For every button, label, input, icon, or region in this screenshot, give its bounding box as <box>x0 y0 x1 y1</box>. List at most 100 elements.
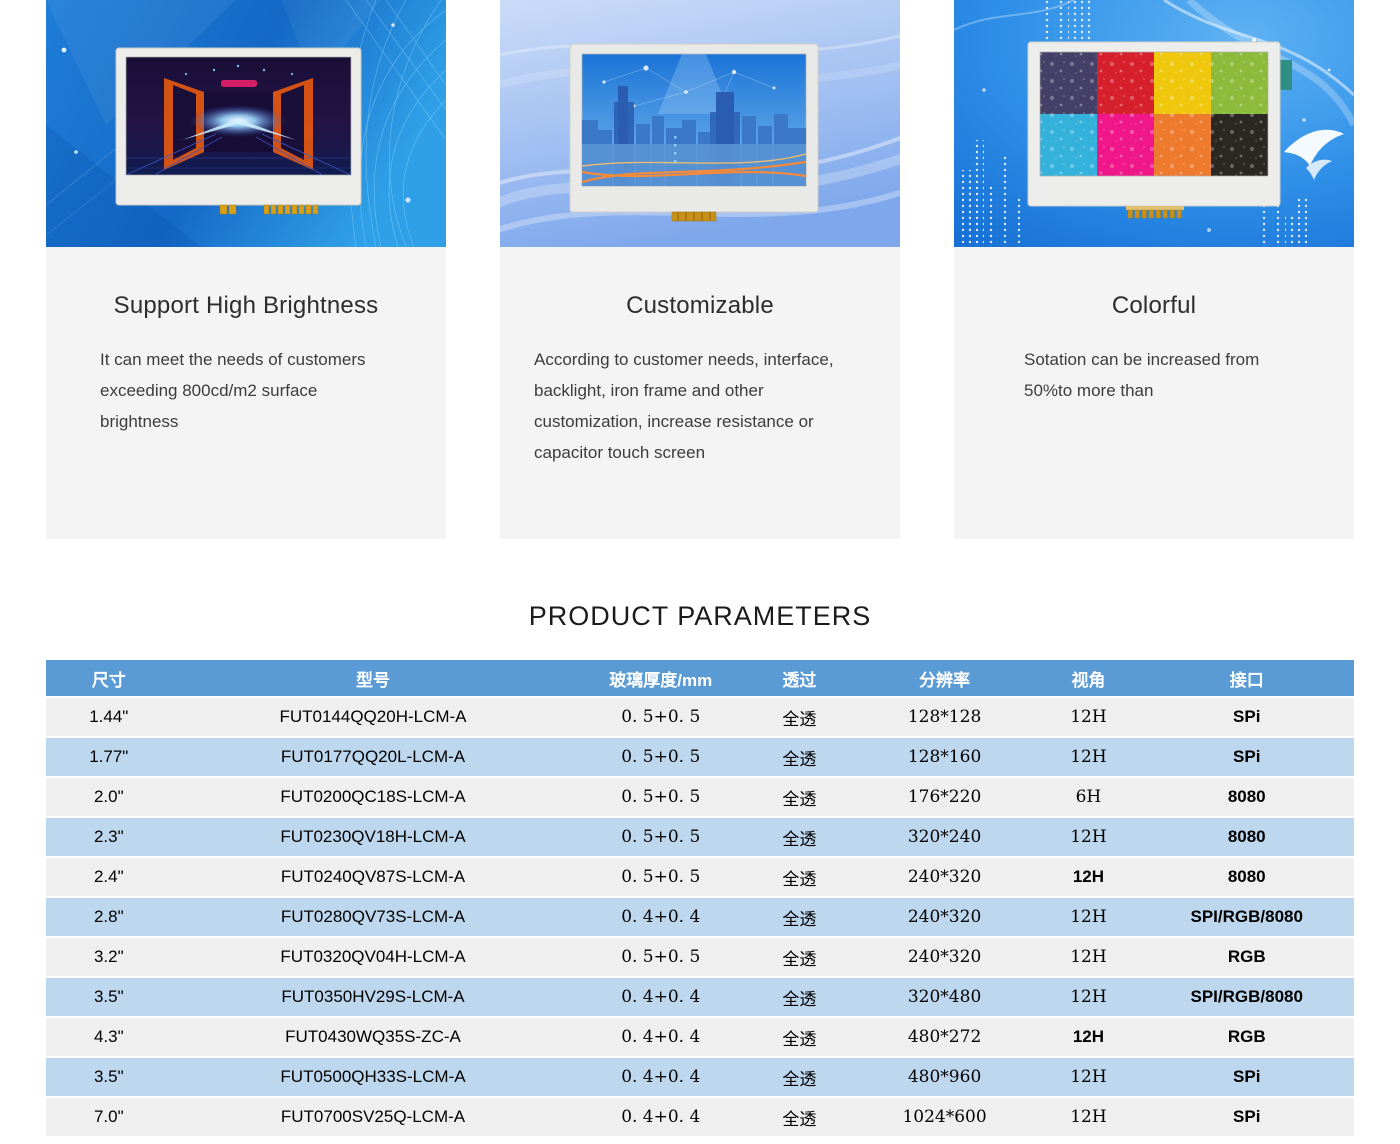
cell-interface: SPi <box>1139 1058 1354 1098</box>
cell-interface: 8080 <box>1139 858 1354 898</box>
cell-interface: SPi <box>1139 1098 1354 1138</box>
cell-model: FUT0430WQ35S-ZC-A <box>171 1018 575 1058</box>
cell-glass-thickness: 0. 5+0. 5 <box>574 938 748 978</box>
cell-transmittance: 全透 <box>747 698 852 738</box>
card-title: Colorful <box>1111 292 1197 319</box>
cell-transmittance: 全透 <box>747 1098 852 1138</box>
cell-glass-thickness: 0. 5+0. 5 <box>574 698 748 738</box>
cell-viewing-angle: 12H <box>1037 898 1140 938</box>
cell-resolution: 128*128 <box>851 698 1038 738</box>
cell-viewing-angle: 12H <box>1037 1098 1140 1138</box>
cell-resolution: 128*160 <box>851 738 1038 778</box>
cell-transmittance: 全透 <box>747 978 852 1018</box>
cell-transmittance: 全透 <box>747 898 852 938</box>
card-description: It can meet the needs of customers excee… <box>100 350 366 431</box>
feature-card-colorful: Colorful Sotation can be increased from … <box>954 0 1354 539</box>
cell-viewing-angle: 6H <box>1037 778 1140 818</box>
table-row: 4.3" FUT0430WQ35S-ZC-A 0. 4+0. 4 全透 480*272 1… <box>46 1018 1354 1058</box>
cell-interface: RGB <box>1139 1018 1354 1058</box>
cell-model: FUT0500QH33S-LCM-A <box>171 1058 575 1098</box>
cell-glass-thickness: 0. 4+0. 4 <box>574 898 748 938</box>
feature-cards: Support High Brightness It can meet the … <box>46 0 1354 539</box>
cell-viewing-angle: 12H <box>1037 818 1140 858</box>
cell-model: FUT0240QV87S-LCM-A <box>171 858 575 898</box>
cell-size: 1.77" <box>46 738 172 778</box>
cell-transmittance: 全透 <box>747 1058 852 1098</box>
cell-size: 2.0" <box>46 778 172 818</box>
table-row: 2.4" FUT0240QV87S-LCM-A 0. 5+0. 5 全透 240*320… <box>46 858 1354 898</box>
cell-interface: SPI/RGB/8080 <box>1139 978 1354 1018</box>
cell-interface: SPi <box>1139 698 1354 738</box>
cell-transmittance: 全透 <box>747 818 852 858</box>
header-glass-thickness: 玻璃厚度/mm <box>574 660 748 698</box>
cell-viewing-angle: 12H <box>1037 938 1140 978</box>
cell-resolution: 480*272 <box>851 1018 1038 1058</box>
card-body: Support High Brightness It can meet the … <box>46 292 446 539</box>
table-row: 2.8" FUT0280QV73S-LCM-A 0. 4+0. 4 全透 240*320… <box>46 898 1354 938</box>
header-viewing-angle: 视角 <box>1037 660 1140 698</box>
cell-interface: 8080 <box>1139 778 1354 818</box>
cell-model: FUT0177QQ20L-LCM-A <box>171 738 575 778</box>
card-title: Customizable <box>626 292 774 319</box>
cell-model: FUT0350HV29S-LCM-A <box>171 978 575 1018</box>
table-row: 1.77" FUT0177QQ20L-LCM-A 0. 5+0. 5 全透 128*16… <box>46 738 1354 778</box>
cell-resolution: 240*320 <box>851 898 1038 938</box>
cell-size: 3.5" <box>46 978 172 1018</box>
cell-size: 2.8" <box>46 898 172 938</box>
header-transmittance: 透过 <box>747 660 852 698</box>
product-parameters-table: 尺寸 型号 玻璃厚度/mm 透过 分辨率 视角 接口 1.44" FUT0144Q… <box>46 660 1354 1138</box>
cell-size: 1.44" <box>46 698 172 738</box>
cell-resolution: 240*320 <box>851 938 1038 978</box>
cell-glass-thickness: 0. 5+0. 5 <box>574 778 748 818</box>
cell-size: 2.3" <box>46 818 172 858</box>
cell-resolution: 480*960 <box>851 1058 1038 1098</box>
cell-interface: RGB <box>1139 938 1354 978</box>
feature-card-high-brightness: Support High Brightness It can meet the … <box>46 0 446 539</box>
cell-size: 7.0" <box>46 1098 172 1138</box>
card-description: According to customer needs, interface, … <box>534 350 834 462</box>
cell-transmittance: 全透 <box>747 938 852 978</box>
table-body: 1.44" FUT0144QQ20H-LCM-A 0. 5+0. 5 全透 128*12… <box>46 698 1354 1138</box>
cell-glass-thickness: 0. 5+0. 5 <box>574 858 748 898</box>
table-row: 3.5" FUT0500QH33S-LCM-A 0. 4+0. 4 全透 480*960… <box>46 1058 1354 1098</box>
cell-glass-thickness: 0. 4+0. 4 <box>574 978 748 1018</box>
cell-interface: SPi <box>1139 738 1354 778</box>
cell-viewing-angle: 12H <box>1037 858 1140 898</box>
card-body: Customizable According to customer needs… <box>500 292 900 539</box>
cell-transmittance: 全透 <box>747 1018 852 1058</box>
cell-model: FUT0700SV25Q-LCM-A <box>171 1098 575 1138</box>
customizable-display-image <box>500 0 900 247</box>
cell-transmittance: 全透 <box>747 738 852 778</box>
cell-resolution: 240*320 <box>851 858 1038 898</box>
cell-model: FUT0144QQ20H-LCM-A <box>171 698 575 738</box>
cell-model: FUT0230QV18H-LCM-A <box>171 818 575 858</box>
feature-card-customizable: Customizable According to customer needs… <box>500 0 900 539</box>
header-interface: 接口 <box>1139 660 1354 698</box>
cell-glass-thickness: 0. 5+0. 5 <box>574 818 748 858</box>
table-row: 3.5" FUT0350HV29S-LCM-A 0. 4+0. 4 全透 320*480… <box>46 978 1354 1018</box>
cell-glass-thickness: 0. 4+0. 4 <box>574 1098 748 1138</box>
high-brightness-display-image <box>46 0 446 247</box>
cell-size: 2.4" <box>46 858 172 898</box>
card-title: Support High Brightness <box>113 292 379 319</box>
cell-resolution: 1024*600 <box>851 1098 1038 1138</box>
table-row: 2.0" FUT0200QC18S-LCM-A 0. 5+0. 5 全透 176*220… <box>46 778 1354 818</box>
header-size: 尺寸 <box>46 660 172 698</box>
cell-size: 3.5" <box>46 1058 172 1098</box>
cell-model: FUT0200QC18S-LCM-A <box>171 778 575 818</box>
cell-viewing-angle: 12H <box>1037 978 1140 1018</box>
card-description: Sotation can be increased from 50%to mor… <box>1024 350 1260 400</box>
table-row: 7.0" FUT0700SV25Q-LCM-A 0. 4+0. 4 全透 1024*60… <box>46 1098 1354 1138</box>
colorful-display-image <box>954 0 1354 247</box>
cell-glass-thickness: 0. 5+0. 5 <box>574 738 748 778</box>
cell-model: FUT0280QV73S-LCM-A <box>171 898 575 938</box>
section-title: PRODUCT PARAMETERS <box>528 601 872 631</box>
header-model: 型号 <box>171 660 575 698</box>
cell-interface: SPI/RGB/8080 <box>1139 898 1354 938</box>
cell-resolution: 320*240 <box>851 818 1038 858</box>
cell-glass-thickness: 0. 4+0. 4 <box>574 1018 748 1058</box>
cell-model: FUT0320QV04H-LCM-A <box>171 938 575 978</box>
cell-size: 3.2" <box>46 938 172 978</box>
card-body: Colorful Sotation can be increased from … <box>954 292 1354 539</box>
header-resolution: 分辨率 <box>851 660 1038 698</box>
